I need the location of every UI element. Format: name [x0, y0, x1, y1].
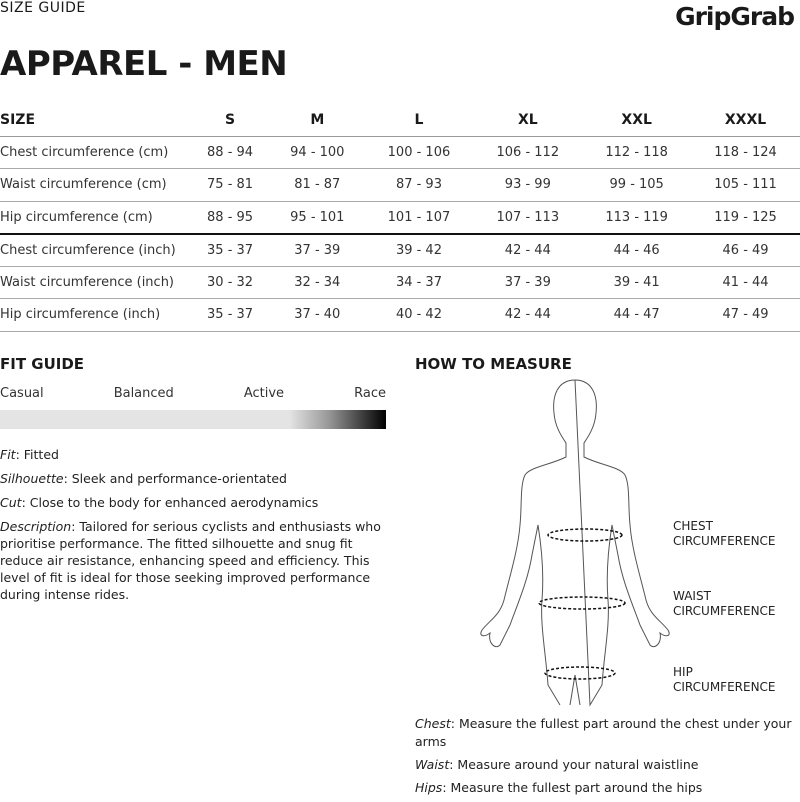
- table-cell: 40 - 42: [364, 298, 474, 332]
- table-cell: 93 - 99: [473, 168, 583, 202]
- hip-label: HIP CIRCUMFERENCE: [673, 665, 776, 694]
- waist-label: WAIST CIRCUMFERENCE: [673, 589, 776, 618]
- table-cell: 101 - 107: [364, 201, 474, 235]
- table-cell: 44 - 46: [582, 233, 692, 267]
- table-row: Waist circumference (inch) 30 - 32 32 - 34…: [0, 266, 800, 299]
- table-row: Chest circumference (cm) 88 - 94 94 - 100 1…: [0, 136, 800, 169]
- body-outline: [480, 379, 670, 707]
- table-cell: 30 - 32: [190, 266, 271, 299]
- table-cell: 47 - 49: [691, 298, 800, 332]
- column-header: SIZE: [0, 104, 190, 137]
- table-cell: 95 - 101: [270, 201, 365, 235]
- table-cell: 105 - 111: [691, 168, 800, 202]
- table-cell: 37 - 40: [270, 298, 365, 332]
- table-cell: 41 - 44: [691, 266, 800, 299]
- table-cell: 39 - 41: [582, 266, 692, 299]
- fit-scale-label: Casual: [0, 386, 44, 401]
- table-cell: 99 - 105: [582, 168, 692, 202]
- table-cell: 81 - 87: [270, 168, 365, 202]
- column-header: XXL: [582, 104, 692, 137]
- table-row: Chest circumference (inch) 35 - 37 37 - 39…: [0, 233, 800, 267]
- row-label: Chest circumference (cm): [0, 136, 190, 169]
- table-cell: 42 - 44: [473, 298, 583, 332]
- fit-description: Fit: Fitted Silhouette: Sleek and perfor…: [0, 446, 395, 610]
- description-item: Description: Tailored for serious cyclis…: [0, 519, 381, 602]
- column-header: XL: [473, 104, 583, 137]
- table-row: Hip circumference (inch) 35 - 37 37 - 40 40…: [0, 298, 800, 332]
- fit-item: Fit: Fitted: [0, 447, 59, 462]
- size-table: SIZE S M L XL XXL XXXL Chest circumference (cm…: [0, 104, 800, 332]
- cut-item: Cut: Close to the body for enhanced aero…: [0, 495, 319, 510]
- column-header: XXXL: [691, 104, 800, 137]
- column-header: M: [270, 104, 365, 137]
- row-label: Chest circumference (inch): [0, 233, 190, 267]
- table-cell: 106 - 112: [473, 136, 583, 169]
- fit-scale-label: Race: [354, 386, 386, 401]
- table-cell: 42 - 44: [473, 233, 583, 267]
- page-title: APPAREL - MEN: [0, 44, 288, 84]
- table-cell: 113 - 119: [582, 201, 692, 235]
- table-cell: 37 - 39: [473, 266, 583, 299]
- table-cell: 35 - 37: [190, 233, 271, 267]
- fit-scale-labels: Casual Balanced Active Race: [0, 386, 386, 401]
- table-cell: 34 - 37: [364, 266, 474, 299]
- table-cell: 94 - 100: [270, 136, 365, 169]
- table-header-row: SIZE S M L XL XXL XXXL: [0, 104, 800, 137]
- table-cell: 35 - 37: [190, 298, 271, 332]
- page-kicker: SIZE GUIDE: [0, 0, 86, 16]
- fit-guide-heading: FIT GUIDE: [0, 355, 85, 373]
- table-cell: 32 - 34: [270, 266, 365, 299]
- table-cell: 118 - 124: [691, 136, 800, 169]
- table-cell: 46 - 49: [691, 233, 800, 267]
- table-row: Waist circumference (cm) 75 - 81 81 - 87 87…: [0, 168, 800, 202]
- brand-logo: GripGrab: [675, 2, 795, 31]
- table-cell: 107 - 113: [473, 201, 583, 235]
- table-cell: 75 - 81: [190, 168, 271, 202]
- table-cell: 37 - 39: [270, 233, 365, 267]
- chest-label: CHEST CIRCUMFERENCE: [673, 519, 776, 548]
- row-label: Hip circumference (cm): [0, 201, 190, 235]
- column-header: L: [364, 104, 474, 137]
- silhouette-item: Silhouette: Sleek and performance-orient…: [0, 471, 287, 486]
- row-label: Hip circumference (inch): [0, 298, 190, 332]
- row-label: Waist circumference (cm): [0, 168, 190, 202]
- table-cell: 87 - 93: [364, 168, 474, 202]
- fit-scale-label: Active: [243, 386, 285, 401]
- table-cell: 119 - 125: [691, 201, 800, 235]
- table-cell: 100 - 106: [364, 136, 474, 169]
- fit-scale-label: Balanced: [113, 386, 174, 401]
- table-cell: 44 - 47: [582, 298, 692, 332]
- table-row: Hip circumference (cm) 88 - 95 95 - 101 101…: [0, 201, 800, 235]
- table-cell: 88 - 94: [190, 136, 271, 169]
- hips-instruction: Hips: Measure the fullest part around th…: [415, 780, 703, 795]
- column-header: S: [190, 104, 271, 137]
- table-cell: 39 - 42: [364, 233, 474, 267]
- waist-instruction: Waist: Measure around your natural waist…: [415, 757, 699, 772]
- table-cell: 88 - 95: [190, 201, 271, 235]
- measure-instructions: Chest: Measure the fullest part around t…: [415, 715, 800, 802]
- body-figure-illustration: [480, 379, 670, 707]
- chest-instruction: Chest: Measure the fullest part around t…: [415, 716, 792, 749]
- fit-scale-bar: [0, 410, 386, 429]
- table-cell: 112 - 118: [582, 136, 692, 169]
- row-label: Waist circumference (inch): [0, 266, 190, 299]
- how-to-measure-heading: HOW TO MEASURE: [415, 355, 572, 373]
